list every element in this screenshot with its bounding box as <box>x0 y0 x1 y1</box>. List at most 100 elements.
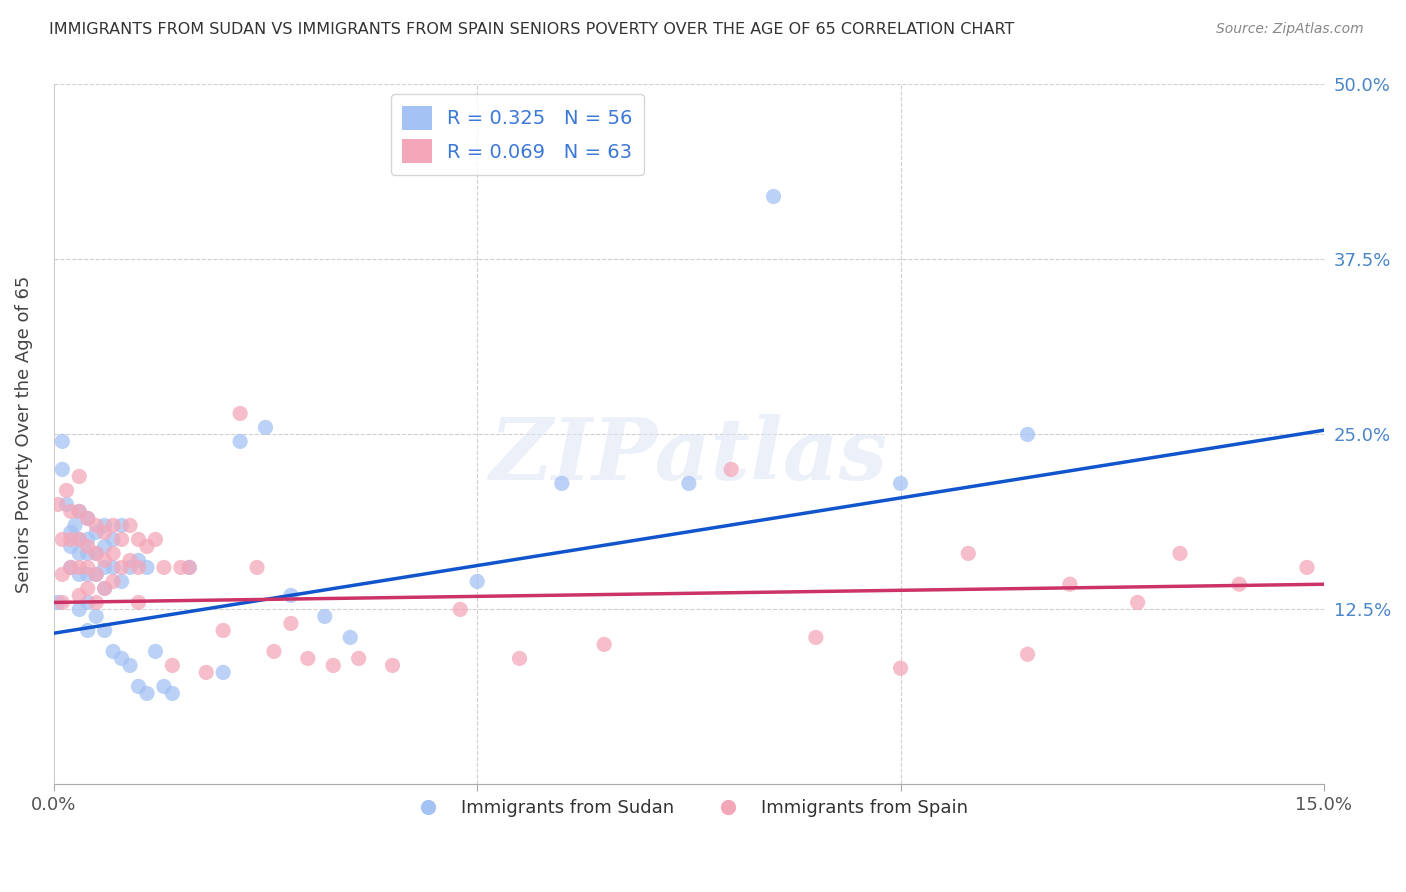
Point <box>46 498 69 512</box>
Point <box>465 574 488 589</box>
Point <box>110 518 132 533</box>
Point <box>449 602 471 616</box>
Point <box>170 560 193 574</box>
Point <box>101 574 124 589</box>
Point <box>762 189 785 203</box>
Point <box>59 560 82 574</box>
Point <box>76 540 98 554</box>
Point <box>118 553 141 567</box>
Point <box>890 661 912 675</box>
Point <box>93 624 115 638</box>
Point <box>551 476 574 491</box>
Point <box>957 546 980 560</box>
Text: IMMIGRANTS FROM SUDAN VS IMMIGRANTS FROM SPAIN SENIORS POVERTY OVER THE AGE OF 6: IMMIGRANTS FROM SUDAN VS IMMIGRANTS FROM… <box>49 22 1015 37</box>
Point <box>76 560 98 574</box>
Point <box>212 665 235 680</box>
Point <box>720 462 742 476</box>
Point <box>76 533 98 547</box>
Point <box>195 665 218 680</box>
Point <box>110 533 132 547</box>
Point <box>136 560 159 574</box>
Point <box>162 658 184 673</box>
Point <box>67 602 90 616</box>
Point <box>280 589 302 603</box>
Point <box>84 525 107 540</box>
Point <box>46 595 69 609</box>
Point <box>229 406 252 420</box>
Point <box>347 651 370 665</box>
Point <box>76 511 98 525</box>
Point <box>76 567 98 582</box>
Point <box>179 560 201 574</box>
Point <box>76 546 98 560</box>
Point <box>128 680 150 694</box>
Point <box>101 560 124 574</box>
Point <box>1296 560 1319 574</box>
Point <box>76 511 98 525</box>
Point <box>67 504 90 518</box>
Point <box>51 567 73 582</box>
Point <box>678 476 700 491</box>
Point <box>59 560 82 574</box>
Point <box>1059 577 1081 591</box>
Point <box>84 609 107 624</box>
Point <box>118 518 141 533</box>
Point <box>67 589 90 603</box>
Point <box>76 595 98 609</box>
Point <box>297 651 319 665</box>
Point <box>51 533 73 547</box>
Point <box>76 582 98 596</box>
Point <box>322 658 344 673</box>
Point <box>67 504 90 518</box>
Point <box>246 560 269 574</box>
Point <box>153 560 176 574</box>
Point <box>76 624 98 638</box>
Point <box>381 658 404 673</box>
Point <box>55 498 77 512</box>
Point <box>1126 595 1149 609</box>
Y-axis label: Seniors Poverty Over the Age of 65: Seniors Poverty Over the Age of 65 <box>15 276 32 593</box>
Point <box>101 644 124 658</box>
Point <box>339 631 361 645</box>
Point <box>67 546 90 560</box>
Point <box>128 560 150 574</box>
Point <box>1168 546 1191 560</box>
Point <box>162 686 184 700</box>
Point <box>84 546 107 560</box>
Point <box>110 560 132 574</box>
Point <box>136 540 159 554</box>
Point <box>84 595 107 609</box>
Point <box>67 567 90 582</box>
Point <box>128 533 150 547</box>
Point <box>128 553 150 567</box>
Point <box>93 582 115 596</box>
Point <box>101 533 124 547</box>
Point <box>101 546 124 560</box>
Point <box>67 533 90 547</box>
Point <box>84 567 107 582</box>
Point <box>93 525 115 540</box>
Point <box>59 525 82 540</box>
Point <box>55 483 77 498</box>
Point <box>59 504 82 518</box>
Point <box>93 553 115 567</box>
Point <box>280 616 302 631</box>
Point <box>179 560 201 574</box>
Point <box>93 560 115 574</box>
Point <box>110 574 132 589</box>
Point <box>229 434 252 449</box>
Point <box>128 595 150 609</box>
Point <box>93 582 115 596</box>
Point <box>51 462 73 476</box>
Point <box>84 518 107 533</box>
Point <box>1227 577 1250 591</box>
Point <box>67 469 90 483</box>
Point <box>136 686 159 700</box>
Point <box>101 518 124 533</box>
Point <box>67 560 90 574</box>
Point <box>93 540 115 554</box>
Point <box>84 546 107 560</box>
Point <box>153 680 176 694</box>
Point <box>509 651 531 665</box>
Point <box>118 560 141 574</box>
